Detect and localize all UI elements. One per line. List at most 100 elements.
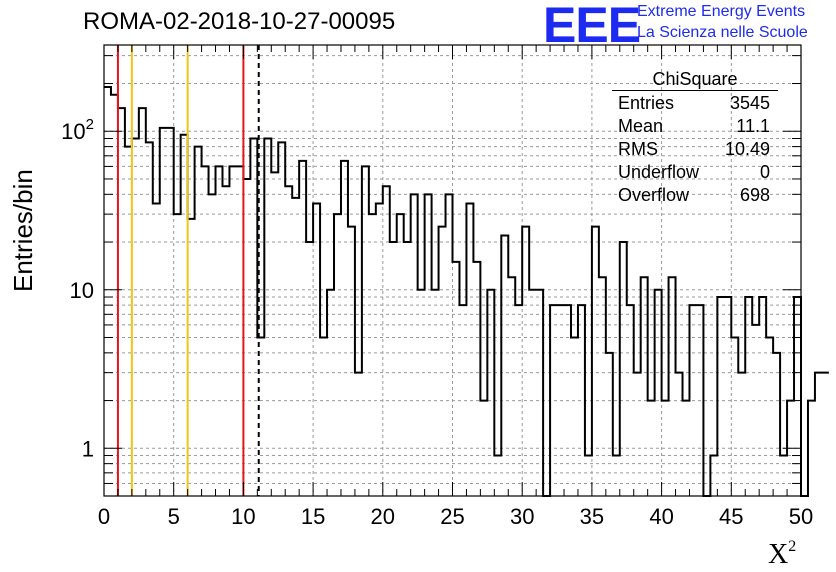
histogram-bin bbox=[362, 166, 369, 496]
histogram-bin bbox=[216, 166, 223, 496]
histogram-bin bbox=[676, 373, 683, 496]
histogram-bin bbox=[181, 135, 188, 496]
stats-value: 3545 bbox=[729, 93, 770, 113]
stats-label: RMS bbox=[618, 139, 658, 159]
histogram-bin bbox=[104, 87, 111, 496]
histogram-bin bbox=[334, 214, 341, 496]
y-tick-label: 10 bbox=[70, 278, 94, 303]
histogram-bin bbox=[236, 166, 243, 496]
y-axis-label: Entries/bin bbox=[8, 169, 38, 292]
stats-row-underflow: Underflow 0 bbox=[612, 161, 778, 184]
histogram-bin bbox=[195, 147, 202, 496]
histogram-bin bbox=[466, 204, 473, 496]
x-axis-ticks: 0 5 10 15 20 25 30 35 40 45 50 bbox=[98, 45, 813, 529]
histogram-bin bbox=[724, 297, 731, 496]
stats-row-mean: Mean 11.1 bbox=[612, 115, 778, 138]
x-axis-label-base: X bbox=[768, 539, 789, 570]
histogram-bin bbox=[209, 194, 216, 496]
histogram-bin bbox=[710, 456, 717, 496]
histogram-bin bbox=[160, 128, 167, 496]
histogram-bin bbox=[745, 297, 752, 496]
histogram-bin bbox=[355, 373, 362, 496]
histogram-bin bbox=[271, 172, 278, 496]
stats-label: Overflow bbox=[618, 185, 690, 205]
histogram-bin bbox=[759, 297, 766, 496]
x-tick-label: 40 bbox=[649, 504, 673, 529]
histogram-bin bbox=[432, 290, 439, 496]
x-tick-label: 10 bbox=[231, 504, 255, 529]
histogram-bin bbox=[313, 204, 320, 496]
histogram-bin bbox=[585, 456, 592, 496]
stats-label: Mean bbox=[618, 116, 664, 136]
histogram-bin bbox=[188, 219, 195, 496]
y-tick-label: 1 bbox=[82, 436, 94, 461]
x-tick-label: 5 bbox=[168, 504, 180, 529]
histogram-bin bbox=[292, 198, 299, 496]
histogram-bin bbox=[655, 290, 662, 496]
histogram-bin bbox=[446, 194, 453, 496]
eee-logo: EEE bbox=[543, 0, 641, 53]
x-axis-label: X2 bbox=[768, 538, 796, 571]
run-title: ROMA-02-2018-10-27-00095 bbox=[83, 8, 396, 35]
histogram-bin bbox=[369, 214, 376, 496]
histogram-bin bbox=[738, 373, 745, 496]
histogram-bin bbox=[620, 242, 627, 496]
histogram-bin bbox=[341, 161, 348, 496]
histogram-bin bbox=[153, 204, 160, 496]
histogram-bin bbox=[634, 373, 641, 496]
histogram-bin bbox=[167, 128, 174, 496]
logo-subtitle-1: Extreme Energy Events bbox=[637, 3, 806, 20]
histogram-bin bbox=[285, 186, 292, 496]
x-tick-label: 15 bbox=[301, 504, 325, 529]
x-axis-label-exponent: 2 bbox=[788, 538, 797, 555]
stats-value: 698 bbox=[739, 185, 770, 205]
histogram-bin bbox=[780, 456, 787, 496]
histogram-bin bbox=[229, 166, 236, 496]
histogram-bin bbox=[808, 401, 815, 496]
histogram-bin bbox=[397, 214, 404, 496]
histogram-bin bbox=[487, 290, 494, 496]
histogram-bin bbox=[773, 353, 780, 496]
stats-value: 11.1 bbox=[736, 116, 770, 136]
histogram-bin bbox=[731, 337, 738, 496]
histogram-bin bbox=[717, 297, 724, 496]
histogram-bin bbox=[222, 186, 229, 496]
stats-value: 0 bbox=[759, 162, 770, 182]
histogram-bin bbox=[125, 147, 132, 496]
stats-label: Underflow bbox=[618, 162, 700, 182]
x-tick-label: 25 bbox=[440, 504, 464, 529]
histogram-outline bbox=[104, 86, 829, 497]
x-tick-label: 45 bbox=[719, 504, 743, 529]
histogram-bin bbox=[571, 337, 578, 496]
stats-title: ChiSquare bbox=[652, 69, 738, 89]
x-tick-label: 0 bbox=[98, 504, 110, 529]
histogram-bin bbox=[111, 95, 118, 496]
histogram-bin bbox=[327, 290, 334, 496]
histogram-bin bbox=[376, 204, 383, 496]
x-tick-label: 35 bbox=[580, 504, 604, 529]
x-tick-label: 30 bbox=[510, 504, 534, 529]
histogram-bin bbox=[606, 353, 613, 496]
histogram-bin bbox=[383, 186, 390, 496]
histogram-bin bbox=[494, 456, 501, 496]
stats-label: Entries bbox=[618, 93, 675, 113]
histogram-bin bbox=[250, 138, 257, 496]
histogram-bin bbox=[815, 373, 822, 496]
histogram-bin bbox=[306, 242, 313, 496]
threshold-lines bbox=[116, 45, 260, 496]
stats-value: 10.49 bbox=[724, 139, 770, 159]
x-tick-label: 20 bbox=[371, 504, 395, 529]
histogram-bin bbox=[174, 214, 181, 496]
y-tick-label: 102 bbox=[61, 116, 94, 144]
y-tick-label-base: 10 bbox=[61, 119, 85, 144]
histogram-bin bbox=[822, 373, 829, 496]
stats-divider bbox=[612, 90, 778, 91]
histogram-bars bbox=[104, 86, 829, 497]
histogram-bin bbox=[404, 242, 411, 496]
histogram-bin bbox=[202, 166, 209, 496]
histogram-bin bbox=[320, 337, 327, 496]
logo-subtitle-2: La Scienza nelle Scuole bbox=[637, 24, 808, 41]
stats-row-overflow: Overflow 698 bbox=[612, 184, 778, 207]
histogram-bin bbox=[536, 290, 543, 496]
